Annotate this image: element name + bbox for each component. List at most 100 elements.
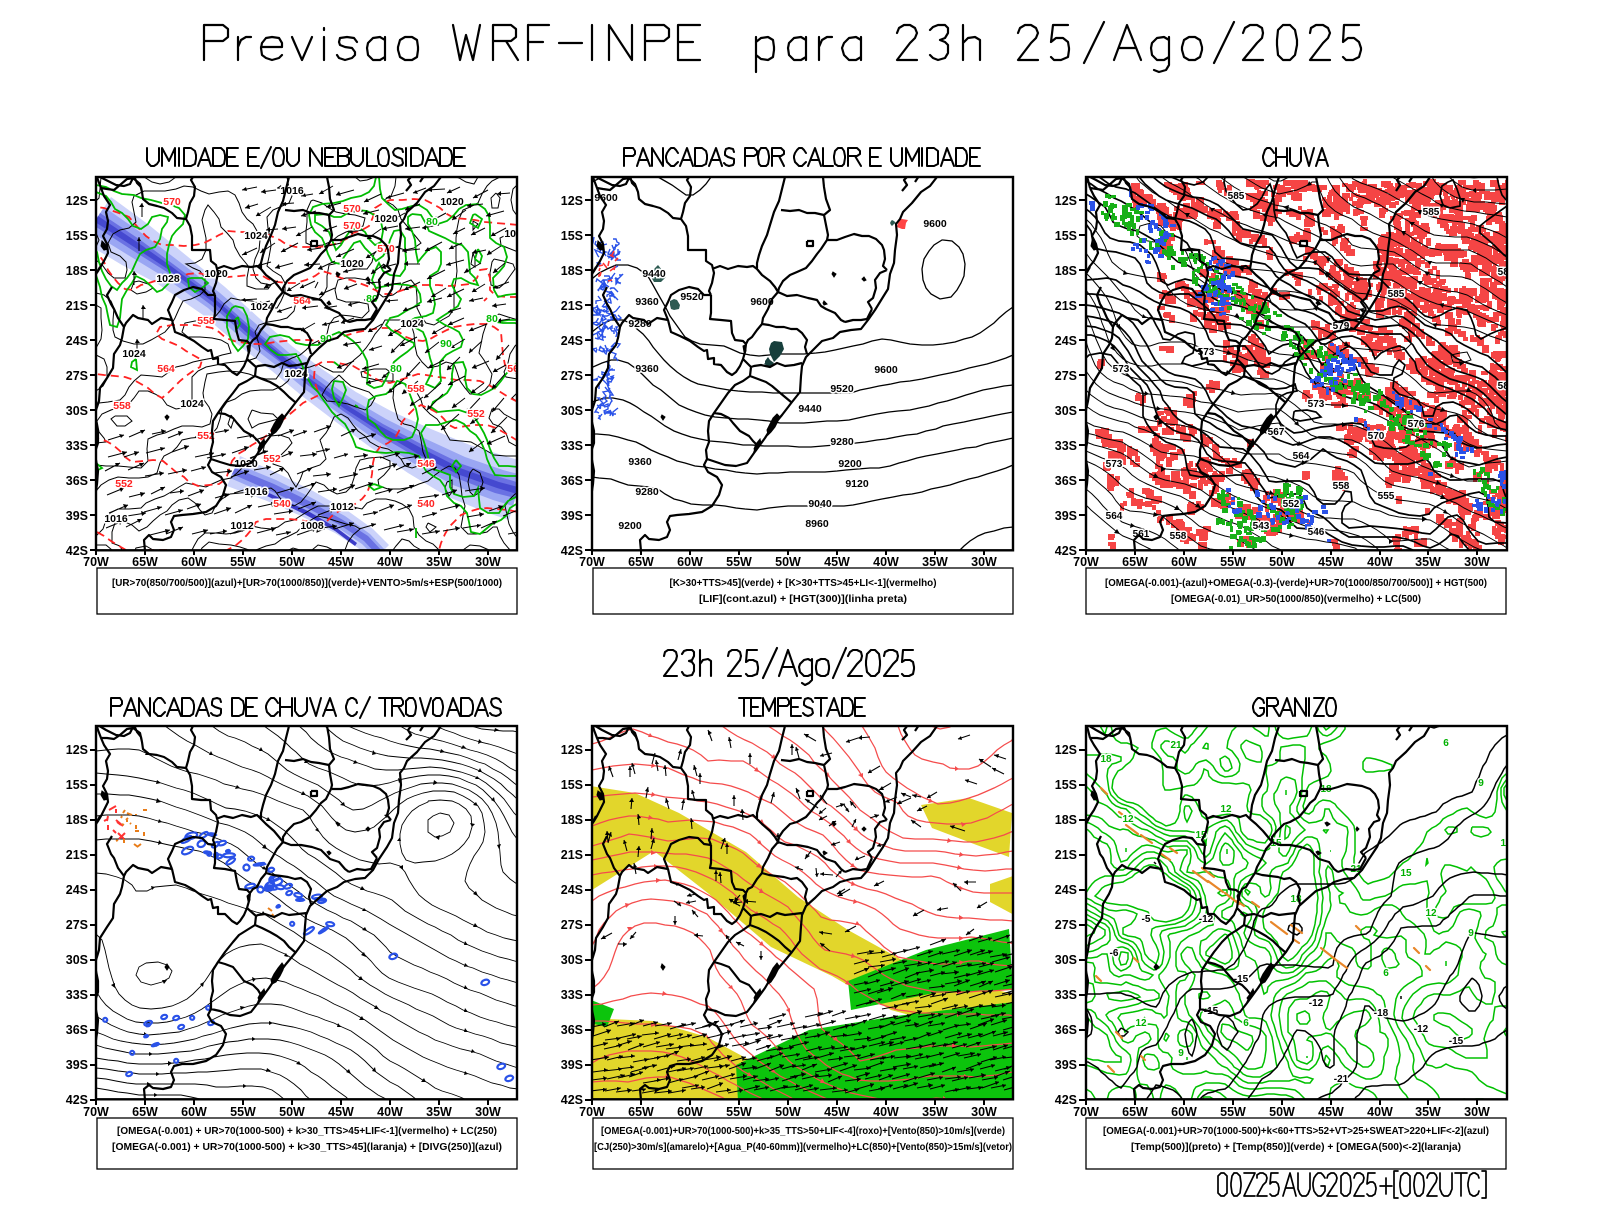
svg-text:24S: 24S: [66, 334, 88, 348]
svg-text:18S: 18S: [1055, 813, 1077, 827]
svg-text:552: 552: [263, 453, 281, 465]
svg-text:546: 546: [417, 458, 435, 470]
svg-text:27S: 27S: [66, 918, 88, 932]
svg-text:65W: 65W: [1122, 1105, 1148, 1119]
svg-text:45W: 45W: [328, 1105, 354, 1119]
svg-text:65W: 65W: [132, 1105, 158, 1119]
svg-text:60W: 60W: [181, 555, 207, 569]
svg-text:18: 18: [1100, 754, 1112, 765]
svg-text:30W: 30W: [1464, 1105, 1490, 1119]
svg-text:39S: 39S: [66, 1058, 88, 1072]
svg-text:6: 6: [1243, 1018, 1249, 1029]
svg-text:35W: 35W: [1415, 1105, 1441, 1119]
svg-text:33S: 33S: [561, 439, 583, 453]
svg-text:42S: 42S: [561, 544, 583, 558]
svg-text:80: 80: [426, 216, 438, 228]
svg-text:9600: 9600: [923, 218, 947, 230]
svg-text:570: 570: [163, 196, 181, 208]
svg-text:[Temp(500)](preto) + [Temp(850: [Temp(500)](preto) + [Temp(850)](verde) …: [1131, 1141, 1461, 1153]
svg-text:45W: 45W: [1318, 555, 1344, 569]
svg-text:24S: 24S: [1055, 883, 1077, 897]
svg-text:9360: 9360: [635, 296, 659, 308]
svg-text:564: 564: [1293, 451, 1310, 462]
svg-text:33S: 33S: [66, 988, 88, 1002]
svg-text:12: 12: [1500, 838, 1512, 849]
svg-text:-21: -21: [1334, 1074, 1349, 1085]
svg-text:45W: 45W: [824, 555, 850, 569]
svg-text:9600: 9600: [594, 192, 618, 204]
svg-text:582: 582: [1498, 381, 1515, 392]
svg-text:564: 564: [1106, 511, 1123, 522]
svg-text:70W: 70W: [579, 1105, 605, 1119]
svg-text:540: 540: [273, 498, 291, 510]
svg-text:1012: 1012: [230, 520, 254, 532]
svg-text:9600: 9600: [874, 364, 898, 376]
svg-text:558: 558: [197, 315, 215, 327]
svg-text:558: 558: [1333, 481, 1350, 492]
svg-text:60W: 60W: [677, 555, 703, 569]
svg-text:573: 573: [1106, 459, 1123, 470]
svg-text:1012: 1012: [330, 501, 354, 513]
svg-text:[OMEGA(-0.001)+UR>70(1000-500): [OMEGA(-0.001)+UR>70(1000-500)+k>35_TTS>…: [601, 1125, 1005, 1137]
svg-text:15S: 15S: [561, 778, 583, 792]
svg-text:35W: 35W: [426, 555, 452, 569]
svg-text:1016: 1016: [104, 513, 128, 525]
svg-text:50W: 50W: [775, 555, 801, 569]
svg-text:15S: 15S: [1055, 229, 1077, 243]
svg-text:24S: 24S: [561, 334, 583, 348]
svg-text:55W: 55W: [230, 555, 256, 569]
svg-text:24S: 24S: [1055, 334, 1077, 348]
svg-text:543: 543: [1253, 521, 1270, 532]
svg-text:[CJ(250)>30m/s](amarelo)+[Agua: [CJ(250)>30m/s](amarelo)+[Agua_P(40-60mm…: [594, 1141, 1012, 1153]
svg-text:40W: 40W: [377, 555, 403, 569]
svg-text:15S: 15S: [66, 229, 88, 243]
svg-text:36S: 36S: [1055, 474, 1077, 488]
svg-text:30S: 30S: [66, 404, 88, 418]
svg-text:1020: 1020: [340, 258, 364, 270]
svg-text:12: 12: [1135, 1018, 1147, 1029]
svg-text:567: 567: [1268, 427, 1285, 438]
svg-text:30W: 30W: [475, 1105, 501, 1119]
svg-text:33S: 33S: [1055, 439, 1077, 453]
svg-text:40W: 40W: [1367, 555, 1393, 569]
svg-text:42S: 42S: [1055, 544, 1077, 558]
svg-text:564: 564: [507, 363, 525, 375]
svg-text:[OMEGA(-0.001)-(azul)+OMEGA(-0: [OMEGA(-0.001)-(azul)+OMEGA(-0.3)-(verde…: [1105, 577, 1487, 589]
svg-text:65W: 65W: [1122, 555, 1148, 569]
svg-text:[OMEGA(-0.001) + UR>70(1000-50: [OMEGA(-0.001) + UR>70(1000-500) + k>30_…: [117, 1125, 497, 1137]
svg-text:60W: 60W: [1171, 555, 1197, 569]
svg-text:585: 585: [1228, 191, 1245, 202]
svg-text:30W: 30W: [971, 555, 997, 569]
svg-text:27S: 27S: [561, 918, 583, 932]
svg-text:9200: 9200: [838, 458, 862, 470]
svg-text:55W: 55W: [1220, 1105, 1246, 1119]
svg-text:24S: 24S: [66, 883, 88, 897]
svg-text:15S: 15S: [561, 229, 583, 243]
svg-text:1020: 1020: [440, 196, 464, 208]
svg-text:30S: 30S: [1055, 953, 1077, 967]
svg-text:65W: 65W: [628, 555, 654, 569]
svg-text:24S: 24S: [561, 883, 583, 897]
svg-text:-5: -5: [1142, 914, 1151, 925]
svg-text:12S: 12S: [66, 743, 88, 757]
svg-text:60W: 60W: [677, 1105, 703, 1119]
svg-text:576: 576: [1408, 419, 1425, 430]
svg-text:12: 12: [1122, 814, 1134, 825]
svg-text:12S: 12S: [561, 194, 583, 208]
svg-text:570: 570: [343, 220, 361, 232]
svg-text:70W: 70W: [1073, 555, 1099, 569]
svg-text:40W: 40W: [873, 555, 899, 569]
svg-text:55W: 55W: [726, 1105, 752, 1119]
svg-text:[LIF](cont.azul) + [HGT(300)](: [LIF](cont.azul) + [HGT(300)](linha pret…: [699, 593, 907, 605]
svg-text:18S: 18S: [66, 813, 88, 827]
svg-text:70W: 70W: [83, 555, 109, 569]
svg-text:6: 6: [1383, 968, 1389, 979]
svg-text:570: 570: [343, 203, 361, 215]
svg-text:-15: -15: [1234, 974, 1249, 985]
svg-text:45W: 45W: [824, 1105, 850, 1119]
svg-text:35W: 35W: [922, 555, 948, 569]
svg-text:70W: 70W: [1073, 1105, 1099, 1119]
svg-text:585: 585: [1498, 267, 1515, 278]
svg-text:9: 9: [1468, 928, 1474, 939]
svg-text:12S: 12S: [66, 194, 88, 208]
